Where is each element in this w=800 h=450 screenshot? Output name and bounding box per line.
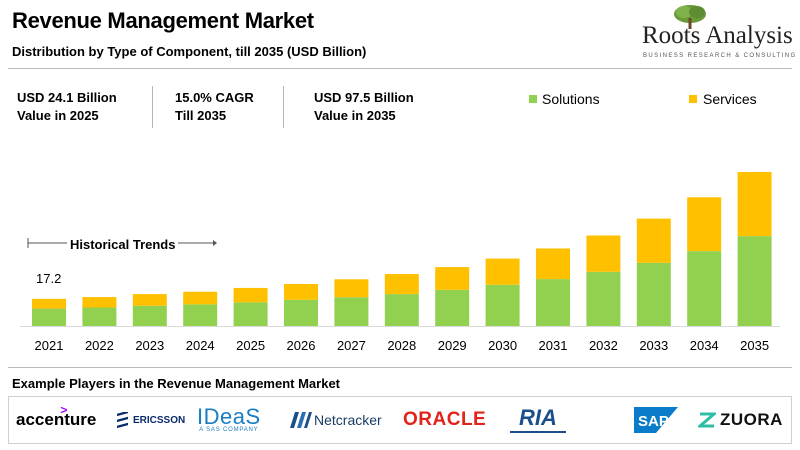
x-tick-label-2029: 2029 (438, 338, 467, 353)
legend-swatch-services (689, 95, 697, 103)
bar-services-2034 (687, 197, 722, 252)
x-tick-label-2025: 2025 (236, 338, 265, 353)
bar-solutions-2032 (586, 271, 621, 326)
x-tick-label-2035: 2035 (740, 338, 769, 353)
netcracker-logo-text: Netcracker (314, 412, 382, 428)
bar-services-2026 (284, 283, 318, 300)
accenture-logo: accenture > (16, 396, 96, 444)
netcracker-mark-icon (290, 412, 312, 428)
x-tick-label-2030: 2030 (488, 338, 517, 353)
x-tick-label-2028: 2028 (387, 338, 416, 353)
ericsson-mark-icon (117, 412, 128, 428)
stat-2025-value: USD 24.1 Billion Value in 2025 (17, 89, 117, 125)
x-tick-label-2033: 2033 (639, 338, 668, 353)
brand-name: Roots Analysis (642, 22, 793, 49)
stacked-bar-chart: 2021 2022 2023 2024 2025 2026 2027 2028 2029 2030… (20, 172, 780, 353)
x-tick-label-2024: 2024 (186, 338, 215, 353)
stat-2035-value: USD 97.5 Billion Value in 2035 (314, 89, 414, 125)
x-tick-label-2026: 2026 (287, 338, 316, 353)
bar-solutions-2029 (435, 289, 470, 326)
bar-services-2022 (82, 297, 117, 308)
historical-trends-label: Historical Trends (67, 237, 179, 252)
bar-solutions-2021 (32, 308, 66, 326)
bar-services-2025 (233, 287, 268, 303)
ideas-logo: IDeaS A SAS COMPANY (197, 396, 261, 444)
bar-solutions-2022 (82, 307, 117, 326)
bar-services-2021 (32, 298, 66, 309)
ericsson-logo: ERICSSON (116, 396, 185, 444)
oracle-logo: ORACLE (403, 396, 486, 444)
stat-line: USD 24.1 Billion (17, 90, 117, 105)
bar-solutions-2024 (183, 304, 218, 326)
bar-solutions-2034 (687, 251, 722, 326)
bar-services-2032 (586, 235, 621, 272)
tree-icon (674, 5, 706, 29)
x-tick-label-2027: 2027 (337, 338, 366, 353)
x-tick-label-2022: 2022 (85, 338, 114, 353)
accenture-logo-text: accenture (16, 410, 97, 429)
netcracker-logo: Netcracker (290, 396, 382, 444)
stat-separator (152, 86, 153, 128)
zuora-logo: ZUORA (698, 396, 783, 444)
bar-services-2035 (737, 172, 772, 237)
bar-solutions-2023 (132, 305, 167, 326)
bar-solutions-2031 (536, 279, 570, 326)
bar-solutions-2027 (334, 297, 369, 326)
stat-line: Value in 2025 (17, 108, 99, 123)
stat-line: USD 97.5 Billion (314, 90, 414, 105)
zuora-mark-icon (698, 412, 716, 428)
legend-swatch-solutions (529, 95, 537, 103)
bar-services-2024 (183, 291, 218, 305)
bar-solutions-2025 (233, 302, 268, 326)
stat-line: Value in 2035 (314, 108, 396, 123)
chart-title: Revenue Management Market (12, 8, 314, 33)
header-divider (8, 68, 792, 69)
sap-logo-text: SAP (638, 413, 669, 430)
ericsson-logo-text: ERICSSON (133, 414, 186, 426)
bar-services-2031 (536, 248, 570, 280)
sap-logo: SAP (634, 396, 678, 444)
stat-line: Till 2035 (175, 108, 227, 123)
bar-solutions-2028 (384, 294, 419, 326)
data-label-2021: 17.2 (36, 271, 62, 286)
oracle-logo-text: ORACLE (403, 409, 487, 430)
section-divider (8, 367, 792, 368)
legend-label-services: Services (703, 91, 757, 107)
bar-services-2023 (132, 294, 167, 306)
players-logo-strip (8, 396, 792, 444)
x-tick-label-2031: 2031 (539, 338, 568, 353)
players-title: Example Players in the Revenue Managemen… (12, 376, 341, 391)
chart-subtitle: Distribution by Type of Component, till … (12, 44, 367, 59)
sap-logo-mark: SAP (634, 407, 678, 433)
x-tick-label-2034: 2034 (690, 338, 719, 353)
x-tick-label-2023: 2023 (135, 338, 164, 353)
legend-label-solutions: Solutions (542, 91, 600, 107)
stat-separator (283, 86, 284, 128)
zuora-logo-text: ZUORA (720, 410, 783, 429)
accenture-mark-icon: > (60, 403, 68, 417)
bar-services-2030 (485, 258, 520, 285)
bar-solutions-2035 (737, 236, 772, 326)
bar-solutions-2026 (284, 299, 318, 326)
stat-line: 15.0% CAGR (175, 90, 254, 105)
ideas-logo-subtext: A SAS COMPANY (199, 427, 259, 433)
stat-cagr: 15.0% CAGR Till 2035 (175, 89, 254, 125)
bar-solutions-2030 (485, 284, 520, 326)
x-tick-label-2021: 2021 (35, 338, 64, 353)
bar-services-2033 (636, 218, 671, 263)
ria-logo-text: RIA (519, 405, 557, 430)
ria-logo: RIA (510, 396, 566, 444)
bar-services-2027 (334, 279, 369, 298)
x-tick-label-2032: 2032 (589, 338, 618, 353)
bar-solutions-2033 (636, 262, 671, 326)
bar-services-2028 (384, 274, 419, 295)
ideas-logo-text: IDeaS (197, 404, 261, 429)
bar-services-2029 (435, 267, 470, 290)
ria-underline (510, 431, 566, 433)
brand-tagline: BUSINESS RESEARCH & CONSULTING (643, 53, 797, 59)
